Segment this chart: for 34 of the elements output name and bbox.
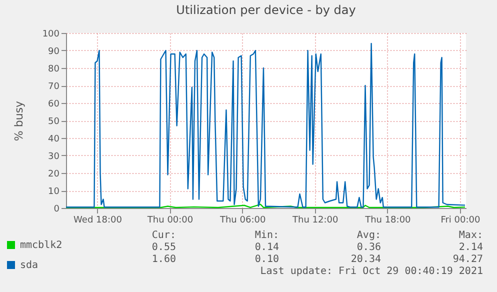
text: 0.55 <box>152 242 176 253</box>
text: Max: <box>458 230 483 241</box>
text: 0.10 <box>254 254 279 265</box>
x-tick-label: Thu 06:00 <box>218 216 266 226</box>
text: Min: <box>254 230 279 241</box>
text: 1.60 <box>152 254 176 265</box>
x-tick-label: Thu 12:00 <box>292 216 338 226</box>
legend-label: sda <box>20 260 38 271</box>
y-tick-label: 70 <box>48 82 60 92</box>
text: 0.36 <box>356 242 381 253</box>
legend-label: mmcblk2 <box>20 240 62 251</box>
text: 2.14 <box>458 242 483 253</box>
x-tick-label: Thu 00:00 <box>146 216 194 226</box>
y-tick-label: 10 <box>48 187 60 197</box>
x-tick-label: Thu 18:00 <box>364 216 412 226</box>
chart-title: Utilization per device - by day <box>176 3 356 17</box>
x-tick-label: Fri 00:00 <box>440 216 480 226</box>
text: 20.34 <box>350 254 381 265</box>
y-tick-label: 30 <box>48 152 60 162</box>
text: 94.27 <box>452 254 483 265</box>
y-tick-label: 50 <box>48 117 60 127</box>
x-tick-label: Wed 18:00 <box>74 216 122 226</box>
text: Avg: <box>356 230 381 241</box>
y-tick-label: 90 <box>48 47 60 57</box>
y-axis-title: % busy <box>12 100 26 142</box>
y-tick-label: 0 <box>54 204 60 214</box>
text: Last update: Fri Oct 29 00:40:19 2021 <box>260 266 483 277</box>
text: 0.14 <box>254 242 279 253</box>
y-tick-label: 80 <box>48 64 60 74</box>
y-tick-label: 100 <box>42 30 60 40</box>
text: Cur: <box>152 230 176 241</box>
y-tick-label: 40 <box>48 134 60 144</box>
y-tick-label: 60 <box>48 100 60 110</box>
y-tick-label: 20 <box>48 170 60 180</box>
